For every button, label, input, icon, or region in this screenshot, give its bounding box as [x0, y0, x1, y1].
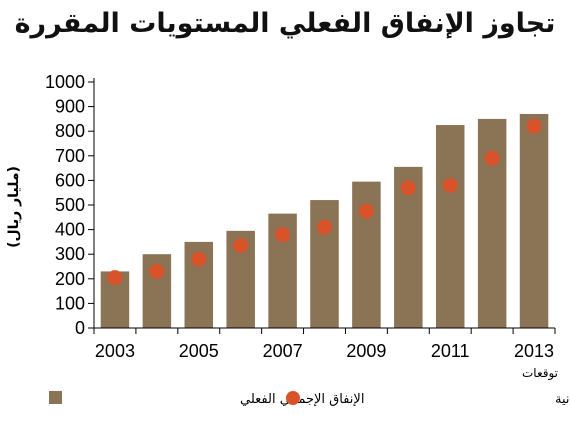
y-tick-label: 300	[55, 244, 85, 264]
legend-label-actual: الإنفاق الإجمالي الفعلي	[240, 392, 364, 407]
x-tick-label: 2011	[431, 341, 470, 361]
budget-point	[107, 270, 123, 286]
x-tick-label: 2005	[179, 341, 219, 361]
budget-point	[442, 177, 458, 193]
budget-point	[275, 227, 291, 243]
x-tick-label: 2007	[263, 341, 303, 361]
y-axis-label: (مليار ريال)	[6, 166, 22, 248]
y-tick-label: 0	[75, 318, 85, 338]
y-tick-label: 500	[55, 195, 85, 215]
legend-swatch-budget	[286, 391, 300, 405]
y-axis-ticks: 0 100 200 300 400 500 600 700 800 900 1000	[45, 72, 94, 338]
x-axis-ticks: 2003 2005 2007 2009 2011 2013	[93, 328, 556, 361]
budget-point	[149, 263, 165, 279]
x-tick-label: 2013	[514, 341, 554, 361]
x-tick-label: 2009	[346, 341, 386, 361]
bar	[519, 113, 549, 328]
legend: الإنفاق الإجمالي الفعلي الإنفاق الإجمالي …	[49, 391, 570, 407]
y-tick-label: 200	[55, 269, 85, 289]
chart-title: تجاوز الإنفاق الفعلي المستويات المقررة	[14, 8, 556, 39]
y-tick-label: 1000	[45, 72, 85, 92]
axes	[93, 78, 555, 329]
budget-point	[358, 203, 374, 219]
dot-series	[107, 118, 542, 286]
budget-point	[191, 251, 207, 267]
legend-label-budget: الإنفاق الإجمالي المقرر في الميزانية	[555, 392, 570, 407]
forecast-note: توقعات	[522, 366, 558, 381]
y-tick-label: 900	[55, 97, 85, 117]
bar	[477, 118, 507, 329]
budget-point	[233, 238, 249, 254]
bar-series	[100, 113, 549, 329]
budget-point	[400, 180, 416, 196]
x-tick-label: 2003	[95, 341, 135, 361]
y-tick-label: 800	[55, 121, 85, 141]
bar	[435, 125, 465, 328]
y-tick-label: 400	[55, 220, 85, 240]
budget-point	[317, 219, 332, 235]
y-tick-label: 700	[55, 146, 85, 166]
bar	[352, 181, 381, 328]
bar	[310, 200, 339, 328]
budget-point	[526, 118, 542, 134]
y-tick-label: 100	[55, 293, 85, 313]
y-tick-label: 600	[55, 170, 85, 190]
legend-swatch-actual	[49, 391, 62, 404]
budget-point	[484, 150, 500, 166]
